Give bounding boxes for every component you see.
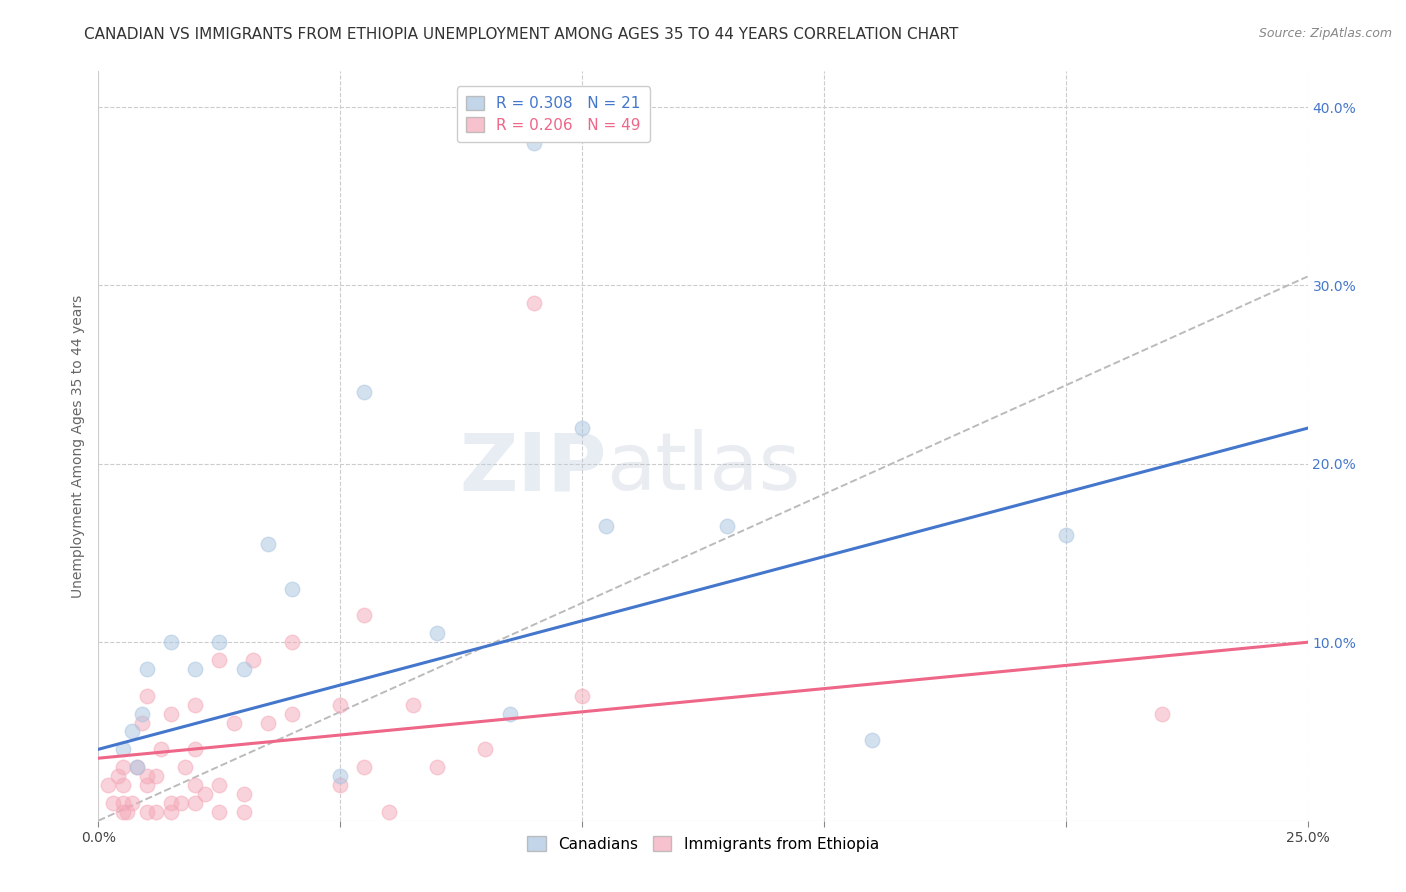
Point <box>716 519 738 533</box>
Point <box>232 787 254 801</box>
Point <box>135 778 157 792</box>
Legend: Canadians, Immigrants from Ethiopia: Canadians, Immigrants from Ethiopia <box>522 830 884 858</box>
Point <box>97 778 120 792</box>
Point <box>426 760 449 774</box>
Point <box>523 136 546 150</box>
Point <box>256 715 278 730</box>
Point <box>160 635 183 649</box>
Point <box>208 635 231 649</box>
Point <box>131 706 153 721</box>
Point <box>117 805 139 819</box>
Point <box>498 706 520 721</box>
Point <box>329 769 352 783</box>
Point <box>281 706 304 721</box>
Point <box>145 805 167 819</box>
Point <box>111 796 134 810</box>
Point <box>184 778 207 792</box>
Point <box>595 519 617 533</box>
Point <box>281 635 304 649</box>
Point <box>256 537 278 551</box>
Point <box>402 698 425 712</box>
Point <box>232 805 254 819</box>
Point <box>121 796 143 810</box>
Point <box>208 778 231 792</box>
Text: atlas: atlas <box>606 429 800 508</box>
Point <box>194 787 217 801</box>
Y-axis label: Unemployment Among Ages 35 to 44 years: Unemployment Among Ages 35 to 44 years <box>70 294 84 598</box>
Point <box>232 662 254 676</box>
Point <box>353 760 375 774</box>
Point <box>160 706 183 721</box>
Point <box>329 778 352 792</box>
Point <box>135 662 157 676</box>
Point <box>426 626 449 640</box>
Point <box>184 698 207 712</box>
Point <box>160 805 183 819</box>
Point <box>169 796 191 810</box>
Point <box>101 796 124 810</box>
Text: ZIP: ZIP <box>458 429 606 508</box>
Point <box>281 582 304 596</box>
Point <box>160 796 183 810</box>
Point <box>208 805 231 819</box>
Point <box>353 608 375 623</box>
Point <box>523 296 546 310</box>
Point <box>135 689 157 703</box>
Point <box>107 769 129 783</box>
Point <box>135 769 157 783</box>
Point <box>184 742 207 756</box>
Point <box>571 689 593 703</box>
Point <box>860 733 883 747</box>
Point <box>329 698 352 712</box>
Point <box>127 760 149 774</box>
Point <box>474 742 496 756</box>
Point <box>145 769 167 783</box>
Text: Source: ZipAtlas.com: Source: ZipAtlas.com <box>1258 27 1392 40</box>
Point <box>131 715 153 730</box>
Point <box>127 760 149 774</box>
Point <box>150 742 173 756</box>
Point <box>571 421 593 435</box>
Point <box>111 778 134 792</box>
Point <box>121 724 143 739</box>
Point <box>1152 706 1174 721</box>
Point <box>135 805 157 819</box>
Point <box>111 805 134 819</box>
Point <box>377 805 399 819</box>
Point <box>184 796 207 810</box>
Point <box>222 715 245 730</box>
Point <box>208 653 231 667</box>
Point <box>242 653 264 667</box>
Text: CANADIAN VS IMMIGRANTS FROM ETHIOPIA UNEMPLOYMENT AMONG AGES 35 TO 44 YEARS CORR: CANADIAN VS IMMIGRANTS FROM ETHIOPIA UNE… <box>84 27 959 42</box>
Point <box>111 760 134 774</box>
Point <box>174 760 197 774</box>
Point <box>111 742 134 756</box>
Point <box>184 662 207 676</box>
Point <box>1054 528 1077 542</box>
Point <box>353 385 375 400</box>
